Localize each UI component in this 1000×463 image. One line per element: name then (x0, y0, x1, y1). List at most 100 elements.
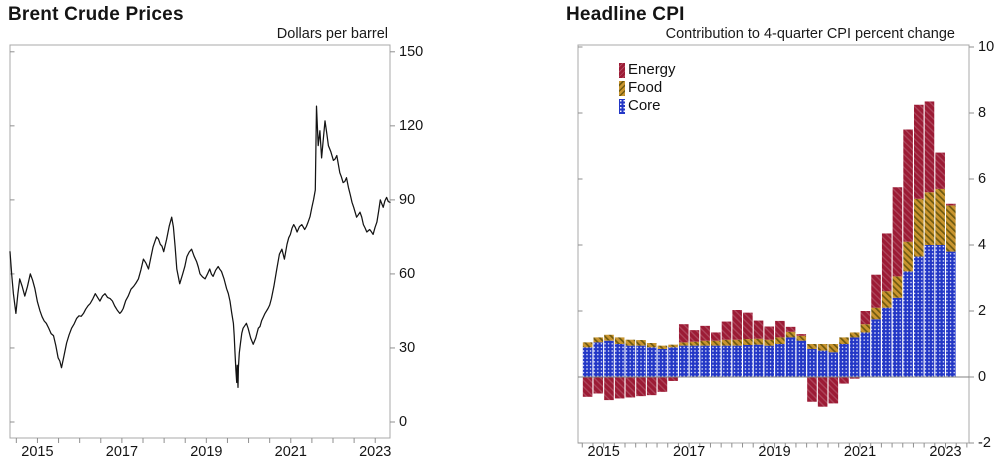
core-bar-segment (625, 345, 636, 377)
cpi-y-tick-label: -2 (978, 435, 991, 451)
energy-bar-segment (860, 311, 871, 325)
cpi-y-tick-label: 4 (978, 237, 986, 253)
cpi-axes: -2 0 2 4 6 8 10 2015 2017 2019 2021 2023 (577, 39, 994, 460)
core-bar-segment (881, 307, 892, 377)
food-bar-segment (764, 339, 775, 346)
energy-bar-segment (775, 320, 785, 338)
core-bar-segment (764, 345, 775, 377)
core-bar-segment (593, 342, 604, 377)
food-bar-segment (753, 338, 764, 345)
food-bar-segment (817, 344, 828, 351)
core-bar-segment (689, 345, 700, 377)
energy-bar-segment (625, 377, 636, 398)
brent-x-tick-label: 2021 (275, 444, 307, 460)
brent-y-tick-label: 150 (399, 44, 423, 60)
energy-bar-segment (678, 324, 689, 343)
energy-bar-segment (892, 187, 903, 277)
cpi-legend: Energy Food Core (619, 61, 676, 115)
legend-label-energy: Energy (628, 61, 676, 78)
food-bar-segment (924, 192, 935, 245)
food-bar-segment (636, 340, 646, 346)
brent-x-tick-label: 2015 (21, 444, 53, 460)
core-bar-segment (785, 337, 796, 377)
energy-bar-segment (935, 152, 945, 189)
core-bar-segment (636, 345, 646, 377)
energy-bar-segment (646, 377, 657, 396)
energy-bar-segment (924, 101, 935, 193)
food-bar-segment (785, 331, 796, 338)
core-bar-segment (700, 345, 710, 377)
energy-bar-segment (785, 326, 796, 332)
energy-bar-segment (807, 377, 817, 402)
energy-bar-segment (711, 332, 721, 341)
brent-y-tick-label: 90 (399, 192, 415, 208)
food-bar-segment (700, 340, 710, 346)
energy-bar-segment (689, 330, 700, 342)
brent-unit-label: Dollars per barrel (276, 26, 388, 42)
energy-bar-segment (743, 312, 753, 340)
core-bar-segment (646, 347, 657, 377)
core-bar-segment (614, 344, 625, 377)
food-bar-segment (881, 291, 892, 308)
food-bar-segment (828, 344, 839, 353)
brent-line-chart: 0 30 60 90 120 150 2015 2017 2019 2021 2023 (9, 44, 423, 460)
food-bar-segment (625, 339, 636, 346)
core-bar-segment (828, 352, 839, 377)
food-bar-segment (582, 342, 593, 348)
energy-bar-segment (946, 203, 956, 206)
cpi-y-tick-label: 0 (978, 369, 986, 385)
core-bar-segment (871, 319, 881, 377)
food-bar-segment (839, 337, 849, 344)
food-bar-segment (721, 339, 732, 346)
food-bar-segment (678, 342, 689, 346)
core-bar-segment (582, 347, 593, 377)
food-bar-segment (871, 307, 881, 320)
legend-label-core: Core (628, 97, 661, 114)
food-bar-segment (860, 324, 871, 333)
core-bar-segment (924, 245, 935, 377)
core-bar-segment (604, 340, 614, 377)
energy-bar-segment (614, 377, 625, 399)
food-bar-segment (732, 339, 742, 346)
cpi-title: Headline CPI (566, 4, 685, 25)
food-bar-segment (913, 198, 924, 257)
food-swatch-icon (619, 80, 625, 96)
energy-bar-segment (913, 104, 924, 199)
cpi-x-tick-label: 2023 (929, 444, 961, 460)
energy-bar-segment (604, 377, 614, 401)
cpi-stacked-bar-chart: -2 0 2 4 6 8 10 2015 2017 2019 2021 2023 (577, 39, 994, 460)
food-bar-segment (946, 205, 956, 252)
energy-bar-segment (881, 233, 892, 292)
core-bar-segment (935, 245, 945, 377)
cpi-x-tick-label: 2021 (844, 444, 876, 460)
energy-bar-segment (839, 377, 849, 384)
core-bar-segment (849, 337, 860, 377)
legend-item-energy: Energy (619, 61, 676, 79)
energy-bar-segment (721, 321, 732, 340)
core-bar-segment (839, 344, 849, 377)
core-bar-segment (753, 344, 764, 377)
energy-bar-segment (593, 377, 604, 394)
brent-x-tick-label: 2023 (359, 444, 391, 460)
brent-y-tick-label: 120 (399, 118, 423, 134)
cpi-y-tick-label: 10 (978, 39, 994, 55)
brent-price-line (9, 105, 391, 389)
food-bar-segment (796, 335, 807, 341)
food-bar-segment (668, 344, 678, 348)
legend-label-food: Food (628, 79, 663, 96)
core-bar-segment (721, 345, 732, 377)
core-bar-segment (860, 332, 871, 377)
food-bar-segment (743, 339, 753, 345)
food-bar-segment (711, 340, 721, 346)
cpi-x-tick-label: 2019 (758, 444, 790, 460)
cpi-y-tick-label: 2 (978, 303, 986, 319)
core-bar-segment (903, 271, 913, 377)
core-bar-segment (913, 256, 924, 377)
legend-item-core: Core (619, 97, 676, 115)
core-bar-segment (711, 345, 721, 377)
core-bar-segment (668, 347, 678, 377)
legend-item-food: Food (619, 79, 676, 97)
energy-bar-segment (764, 326, 775, 340)
energy-bar-segment (657, 377, 668, 392)
